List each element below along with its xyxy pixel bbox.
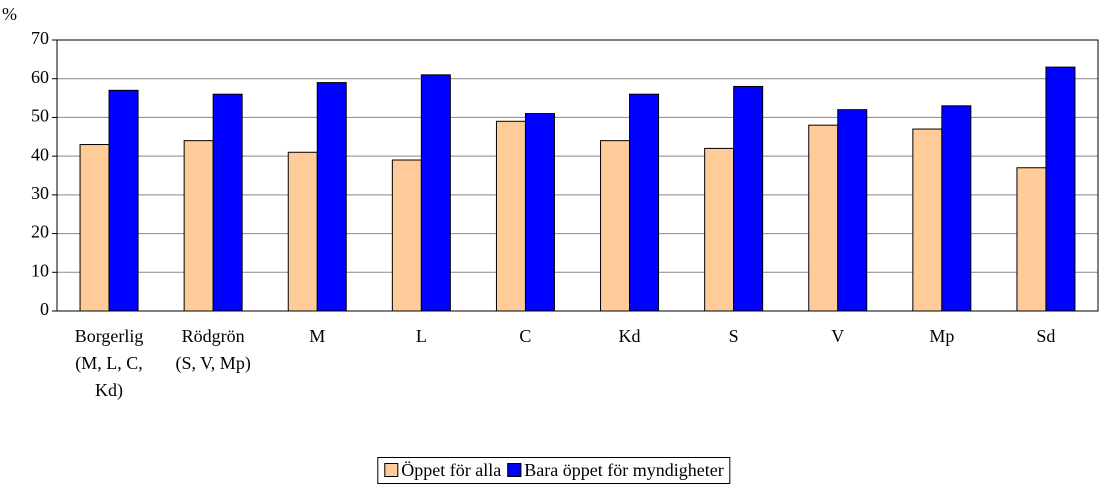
y-tick-label: 10 [31,260,49,280]
y-tick-label: 70 [31,28,49,48]
x-tick-label: Mp [929,326,955,346]
legend-item: Öppet för alla [384,460,501,481]
legend: Öppet för alla Bara öppet för myndigheter [377,457,731,484]
bar [287,151,318,312]
legend-item: Bara öppet för myndigheter [507,460,724,481]
x-tick-label: M [309,326,326,346]
bar [183,140,214,312]
bar [420,74,451,312]
bar [733,85,764,312]
x-tick-label: Sd [1036,326,1056,346]
x-tick-label: L [415,326,427,346]
bar [316,82,347,312]
legend-swatch [384,463,399,477]
bar [629,93,660,312]
x-tick-label: V [831,326,845,346]
y-tick-label: 0 [40,299,49,319]
legend-swatch [507,463,522,477]
bar [212,93,243,312]
y-tick-label: 50 [31,106,49,126]
bar [808,124,839,312]
bar [79,144,110,312]
y-tick-label: 30 [31,183,49,203]
x-tick-label: Rödgrön (S, V, Mp) [175,326,251,373]
legend-label: Bara öppet för myndigheter [524,460,724,480]
bar [704,147,735,312]
bar [600,140,631,312]
bar [495,120,526,312]
bar [941,105,972,312]
x-tick-label: S [728,326,739,346]
y-tick-label: 20 [31,222,49,242]
bar [391,159,422,312]
bar [1045,66,1076,312]
bar [837,109,868,312]
bar [524,113,555,312]
x-tick-label: C [519,326,532,346]
y-tick-label: 40 [31,144,49,164]
y-axis-label: % [2,4,17,24]
bar [108,89,139,312]
x-tick-label: Borgerlig (M, L, C, Kd) [74,326,144,400]
x-tick-label: Kd [618,326,641,346]
bar [912,128,943,312]
bar [1016,167,1047,312]
y-tick-label: 60 [31,67,49,87]
plot-frame [56,39,1099,312]
legend-label: Öppet för alla [401,460,502,480]
